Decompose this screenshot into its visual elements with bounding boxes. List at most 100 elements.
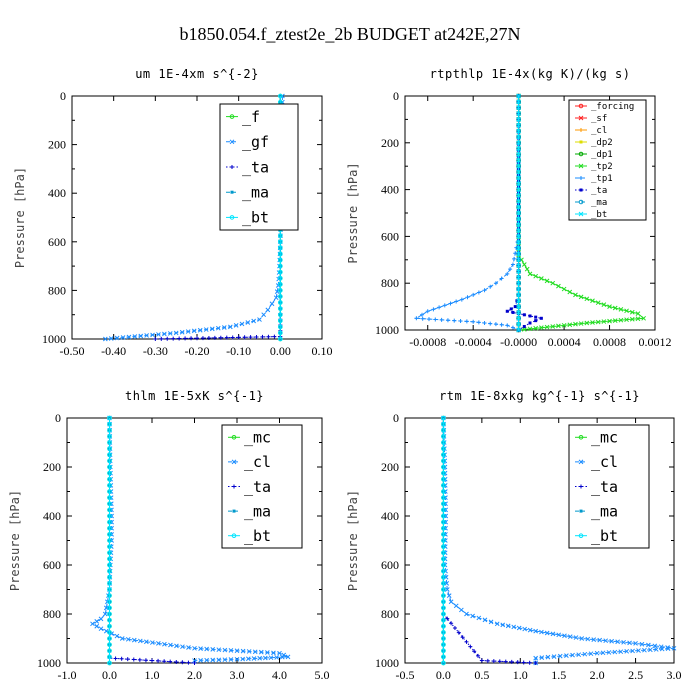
- data-point: [228, 657, 234, 662]
- data-point: [107, 483, 112, 488]
- data-point: [212, 335, 217, 340]
- x-tick-label: -0.0008: [409, 335, 446, 349]
- data-point: [107, 519, 112, 525]
- data-point: [629, 316, 635, 322]
- data-point: [441, 544, 446, 549]
- data-point: [433, 317, 438, 322]
- data-point: [590, 320, 595, 325]
- data-point: [441, 538, 446, 543]
- y-tick-label: 800: [381, 276, 399, 290]
- data-point: [539, 276, 544, 281]
- data-point: [441, 452, 446, 458]
- data-point: [515, 660, 520, 665]
- data-point: [265, 650, 270, 655]
- data-point: [516, 251, 521, 257]
- series-line: [109, 418, 195, 664]
- data-point: [441, 476, 446, 482]
- data-point: [251, 656, 257, 661]
- data-point: [482, 617, 488, 623]
- y-tick-label: 200: [381, 460, 399, 474]
- data-point: [441, 507, 446, 513]
- data-point: [437, 305, 442, 310]
- data-point: [533, 325, 539, 331]
- data-point: [279, 654, 285, 660]
- data-point: [441, 427, 446, 433]
- x-tick-label: 0.5: [474, 668, 489, 682]
- data-point: [441, 532, 446, 537]
- data-point: [159, 336, 164, 341]
- data-point: [150, 658, 154, 663]
- x-tick-label: -0.40: [101, 344, 126, 358]
- data-point: [268, 655, 274, 661]
- series-bt: [516, 93, 521, 333]
- legend-marker: [579, 188, 583, 192]
- data-point: [465, 295, 470, 300]
- data-point: [137, 657, 142, 662]
- data-point: [550, 280, 556, 286]
- data-point: [107, 654, 112, 660]
- data-point: [665, 646, 671, 652]
- data-point: [107, 489, 112, 494]
- data-point: [441, 642, 446, 647]
- data-point: [505, 623, 511, 629]
- data-point: [567, 322, 573, 328]
- data-point: [107, 415, 112, 421]
- legend-item: _f: [226, 108, 260, 126]
- data-point: [521, 327, 527, 332]
- data-point: [278, 257, 283, 263]
- data-point: [107, 513, 112, 519]
- y-tick-label: 400: [381, 509, 399, 523]
- data-point: [265, 307, 271, 313]
- data-point: [156, 641, 161, 646]
- data-point: [441, 623, 446, 629]
- data-point: [590, 298, 595, 304]
- data-point: [198, 646, 203, 652]
- data-point: [488, 284, 493, 289]
- data-point: [183, 336, 188, 341]
- data-point: [441, 470, 446, 476]
- data-point: [528, 321, 532, 325]
- y-tick-label: 0: [60, 89, 66, 103]
- data-point: [233, 323, 239, 328]
- data-point: [94, 623, 100, 629]
- x-tick-label: -0.20: [185, 344, 210, 358]
- x-tick-label: -0.30: [143, 344, 168, 358]
- data-point: [550, 324, 556, 329]
- data-point: [441, 464, 446, 470]
- data-point: [180, 644, 185, 650]
- data-point: [464, 639, 469, 644]
- data-point: [209, 326, 215, 332]
- data-point: [449, 621, 454, 626]
- data-point: [544, 630, 550, 636]
- data-point: [635, 316, 641, 322]
- legend-item: _bt: [226, 209, 269, 227]
- data-point: [204, 657, 209, 663]
- data-point: [441, 525, 446, 531]
- data-point: [494, 621, 500, 627]
- legend-label: _tp2: [591, 162, 613, 172]
- legend: _forcing _sf _cl _dp2 _dp1 _tp2 _tp1 _ta _ma _bt: [568, 99, 647, 221]
- legend-item: _mc: [575, 429, 618, 447]
- panel-title: thlm 1E-5xK s^{-1}: [125, 389, 264, 403]
- legend-item: _ma: [575, 198, 607, 208]
- data-point: [516, 327, 521, 333]
- data-point: [591, 637, 597, 642]
- data-point: [107, 495, 112, 500]
- legend-marker: [578, 459, 584, 465]
- data-point: [485, 658, 490, 663]
- data-point: [137, 638, 143, 644]
- data-point: [516, 315, 521, 321]
- data-point: [633, 641, 638, 646]
- data-point: [516, 193, 521, 198]
- legend-marker: [578, 163, 584, 169]
- x-tick-label: 0.0008: [593, 335, 626, 349]
- data-point: [441, 648, 446, 654]
- data-point: [441, 617, 446, 623]
- data-point: [468, 644, 473, 649]
- data-point: [516, 146, 521, 152]
- data-point: [653, 647, 659, 652]
- data-point: [516, 228, 521, 233]
- data-point: [189, 336, 194, 341]
- chart-panels: um 1E-4xm s^{-2} Pressure [hPa] 0 200 400 600…: [8, 67, 682, 682]
- x-tick-label: 1.0: [145, 668, 160, 682]
